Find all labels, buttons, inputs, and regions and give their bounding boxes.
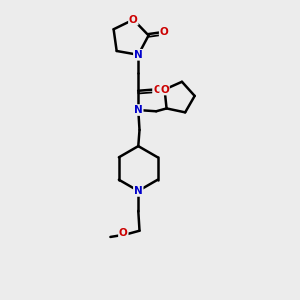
Text: O: O: [119, 228, 128, 238]
Text: O: O: [160, 85, 169, 94]
Text: N: N: [134, 50, 142, 60]
Text: O: O: [153, 85, 162, 94]
Text: N: N: [134, 186, 142, 196]
Text: O: O: [129, 15, 138, 25]
Text: N: N: [134, 105, 142, 115]
Text: O: O: [160, 27, 169, 37]
